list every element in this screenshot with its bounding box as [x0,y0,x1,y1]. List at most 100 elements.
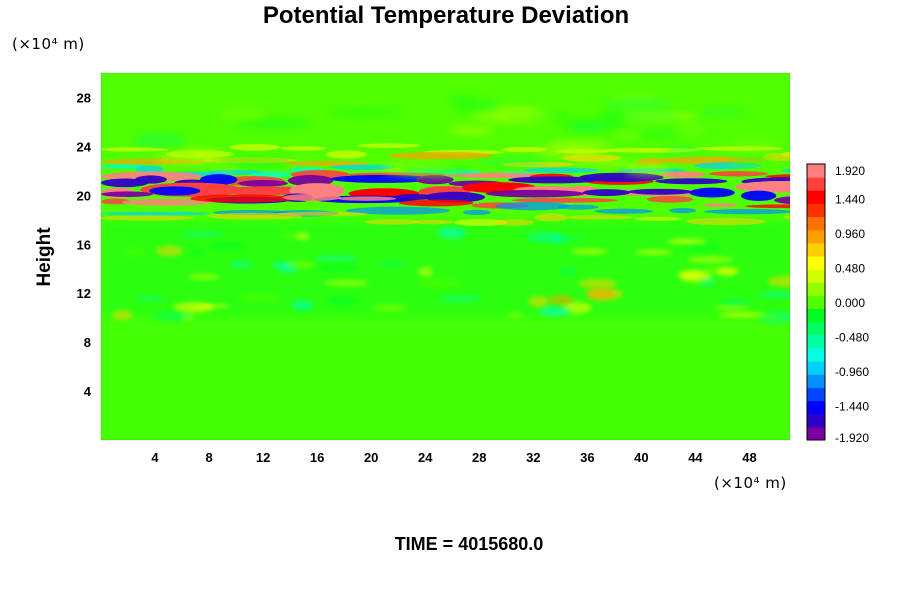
field-blob [508,176,600,184]
field-blob [282,193,342,202]
x-tick-label: 16 [310,450,324,465]
field-blob [506,312,524,319]
field-blob [498,108,554,124]
field-blob [153,311,193,322]
colorbar-tick-label: -0.480 [835,331,869,345]
field-blob [338,196,397,201]
field-blob [634,216,682,221]
y-tick-label: 28 [77,90,91,105]
colorbar-segment [807,413,825,428]
field-blob [101,215,195,221]
field-blob [789,156,790,159]
field-blob [453,218,508,226]
colorbar-segment [807,321,825,336]
field-blob [213,155,293,169]
field-blob [394,194,434,200]
field-blob [774,196,790,205]
field-blob [443,172,552,179]
field-blob [134,175,167,184]
field-blob [713,305,751,310]
field-blob [620,113,679,121]
colorbar-segment [807,282,825,296]
field-blob [324,280,369,286]
field-blob [527,231,562,243]
field-blob [577,97,604,109]
field-blob [345,206,450,215]
field-blob [534,213,568,222]
field-blob [628,188,693,195]
field-blob [415,175,454,185]
field-blob [594,208,654,214]
field-blob [285,261,316,268]
field-blob [660,171,707,178]
field-blob [101,131,131,140]
field-blob [740,190,777,201]
field-blob [601,98,671,109]
colorbar-segment [807,374,825,388]
field-blob [200,174,238,186]
field-blob [447,125,496,136]
field-blob [511,197,619,203]
heatmap-field [101,73,790,440]
field-blob [327,295,358,307]
colorbar-tick-label: 1.920 [835,164,865,178]
field-blob [330,174,434,183]
x-tick-label: 32 [526,450,540,465]
field-blob [290,299,314,309]
x-unit-label: (×10⁴ m) [714,474,787,492]
field-blob [237,293,282,303]
field-blob [727,140,782,154]
field-blob [180,232,223,237]
colorbar-segment [807,295,825,310]
field-blob [680,271,713,283]
field-blob [565,215,634,220]
field-blob [625,162,670,177]
field-blob [101,191,154,197]
x-tick-label: 44 [688,450,703,465]
colorbar-segment [807,400,825,415]
field-blob [377,261,406,268]
field-blob [154,151,230,164]
field-blob [101,211,209,216]
colorbar-segment [807,216,825,231]
field-blob [279,146,327,151]
field-blob [418,266,434,277]
colorbar-segment [807,269,825,283]
colorbar-frame [806,163,826,441]
colorbar-tick-label: 0.960 [835,227,865,241]
field-blob [493,219,535,226]
field-blob [534,145,603,157]
colorbar-segment [807,242,825,257]
colorbar-tick-label: 0.480 [835,262,865,276]
field-blob [122,247,144,257]
field-blob [578,278,617,289]
field-blob [767,275,790,287]
lower-layer [101,317,790,440]
field-blob [478,158,548,168]
field-blob [750,314,783,321]
field-blob [674,124,707,140]
field-blob [364,219,423,225]
x-tick-label: 48 [742,450,756,465]
field-blob [414,277,461,288]
field-blob [233,117,313,129]
field-blob [271,261,285,268]
field-blob [685,217,766,226]
colorbar-segment [807,190,825,204]
field-blob [523,167,600,173]
field-blob [251,171,292,178]
field-blob [783,214,790,220]
field-blob [238,180,288,187]
field-blob [557,204,599,210]
plot-frame [100,72,791,441]
field-blob [667,238,707,245]
field-blob [279,231,298,240]
field-blob [702,203,738,207]
field-blob [121,198,213,206]
y-tick-label: 16 [77,237,91,252]
field-blob [112,310,133,321]
time-label: TIME = 4015680.0 [395,534,544,554]
field-blob [716,267,738,277]
field-blob [193,304,230,309]
